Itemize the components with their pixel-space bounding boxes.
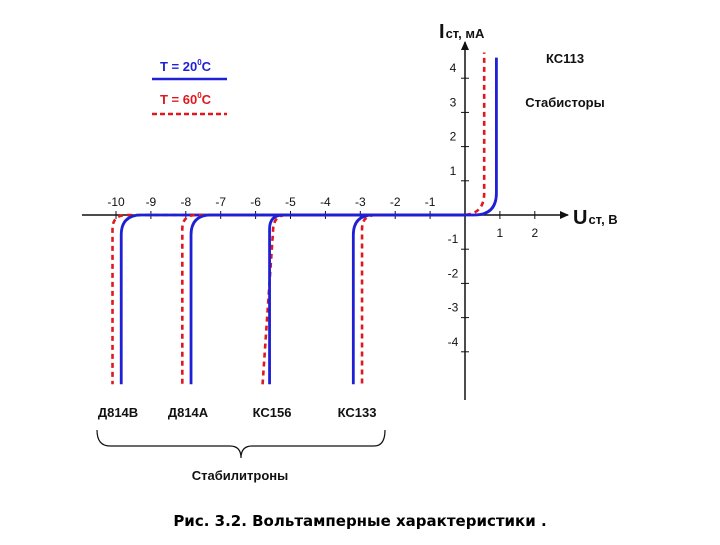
device-1-curve-t60 [181, 213, 465, 385]
y-tick-label: -4 [448, 335, 459, 349]
legend-label-t20: T = 200C [160, 58, 212, 74]
device-label-ks133: КС133 [338, 405, 377, 420]
legend-label-t60: T = 600C [160, 91, 212, 107]
stabilitron-brace [96, 429, 386, 459]
y-tick-label: 4 [450, 61, 457, 75]
device-4-curve-t60 [457, 52, 486, 217]
y-axis-title: Iст, мА [439, 21, 485, 43]
legend-t60-text: T = 60 [160, 92, 197, 107]
x-tick-label: -10 [107, 195, 125, 209]
device-label-d814v: Д814В [98, 405, 138, 420]
group-label-stabilitrons: Стабилитроны [192, 468, 288, 483]
device-label-ks156: КС156 [253, 405, 292, 420]
x-tick-label: -7 [215, 195, 226, 209]
legend: T = 200C T = 600C [152, 58, 227, 116]
y-tick-label: 3 [450, 95, 457, 109]
y-tick-label: 1 [450, 164, 457, 178]
device-2-curve-t20 [268, 213, 465, 385]
y-axis-title-main: I [439, 21, 445, 43]
x-tick-label: 2 [531, 226, 538, 240]
y-tick-label: -3 [448, 301, 459, 315]
device-label-d814a: Д814А [168, 405, 209, 420]
x-axis-title: Uст, В [573, 207, 618, 229]
x-axis-title-sub: ст, В [588, 212, 617, 227]
legend-t20-text: T = 20 [160, 59, 197, 74]
y-tick-label: -2 [448, 266, 459, 280]
x-tick-label: -8 [180, 195, 191, 209]
figure-caption: Рис. 3.2. Вольтамперные характеристики . [173, 512, 546, 530]
device-3-curve-t20 [351, 213, 465, 385]
y-axis-title-sub: ст, мА [446, 26, 485, 41]
y-tick-label: 2 [450, 130, 457, 144]
x-tick-label: -4 [320, 195, 331, 209]
y-tick-label: -1 [448, 232, 459, 246]
x-axis-title-main: U [573, 207, 587, 229]
x-tick-label: -6 [250, 195, 261, 209]
legend-t60-sup: 0 [197, 91, 202, 100]
axis-ticks: -10 -9 -8 -7 -6 -5 -4 -3 -2 -1 1 2 4 3 2 1 -1 -2 -3 -4 [107, 61, 538, 353]
x-tick-label: -1 [425, 195, 436, 209]
group-label-stabistors: Стабисторы [525, 95, 604, 110]
x-tick-label: -5 [285, 195, 296, 209]
x-tick-label: -3 [355, 195, 366, 209]
device-3-curve-t60 [360, 213, 465, 385]
legend-t60-unit: C [202, 92, 212, 107]
curves [111, 52, 498, 385]
device-label-ks113: КС113 [546, 51, 584, 66]
device-2-curve-t60 [261, 213, 465, 385]
device-0-curve-t20 [119, 213, 465, 385]
device-0-curve-t60 [111, 213, 465, 385]
legend-t20-unit: C [202, 59, 212, 74]
x-tick-label: -9 [146, 195, 157, 209]
device-4-curve-t20 [457, 57, 498, 217]
device-1-curve-t20 [189, 213, 465, 385]
legend-t20-sup: 0 [197, 58, 202, 67]
x-tick-label: -2 [390, 195, 401, 209]
x-tick-label: 1 [497, 226, 504, 240]
